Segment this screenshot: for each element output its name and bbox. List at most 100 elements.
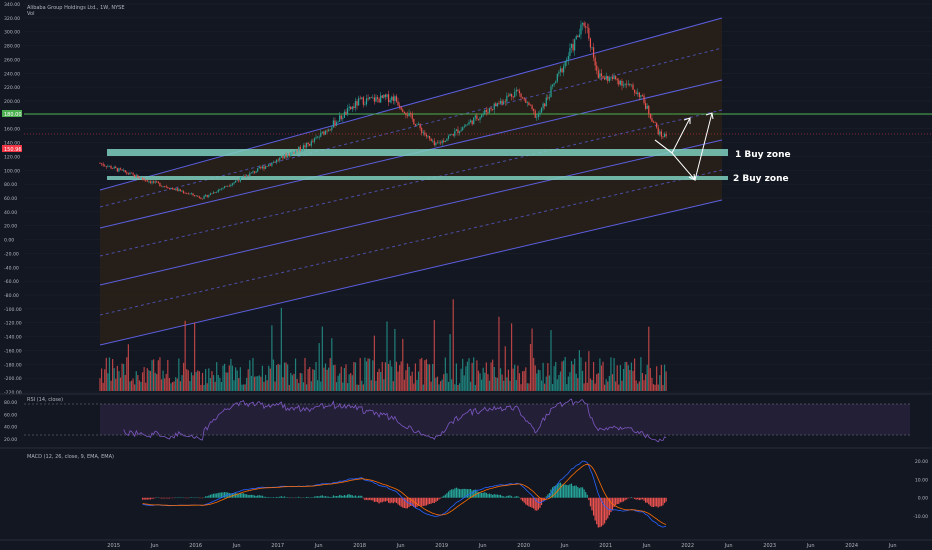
volume-bar [359, 358, 361, 391]
volume-bar [301, 373, 303, 391]
candle-body [356, 101, 358, 106]
macd-hist-bar [441, 496, 443, 498]
candle-body [610, 77, 612, 78]
macd-hist-bar [504, 496, 506, 498]
buy-zone-2[interactable] [107, 176, 728, 180]
volume-bar [531, 328, 533, 391]
macd-hist-bar [151, 497, 153, 499]
candle-body [503, 101, 505, 104]
candle-body [399, 105, 401, 108]
macd-hist-bar [339, 494, 341, 498]
macd-hist-bar [542, 497, 544, 502]
candle-body [496, 103, 498, 106]
volume-bar [305, 384, 308, 391]
candle-body [509, 93, 511, 97]
macd-hist-bar [580, 487, 582, 498]
candle-body [435, 142, 437, 146]
buy-zone-1[interactable] [107, 149, 728, 156]
candle-body [209, 193, 211, 196]
candle-body [305, 142, 308, 148]
time-tick: Jun [314, 543, 323, 549]
volume-bar [370, 380, 372, 391]
candle-body [201, 198, 204, 200]
macd-hist-bar [446, 493, 448, 498]
candle-body [246, 175, 248, 178]
volume-bar [148, 370, 150, 391]
macd-hist-bar [381, 497, 383, 503]
candle-body [588, 27, 590, 39]
macd-hist-bar [648, 497, 650, 505]
macd-hist-bar [425, 497, 428, 506]
candle-body [487, 111, 489, 113]
volume-bar [173, 381, 175, 391]
macd-hist-bar [589, 497, 592, 507]
volume-bar [212, 375, 215, 391]
candle-body [414, 124, 416, 126]
candle-body [186, 193, 188, 194]
macd-hist-bar [223, 492, 226, 498]
volume-bar [362, 384, 364, 391]
candle-body [153, 181, 155, 183]
macd-hist-bar [506, 495, 508, 498]
macd-hist-bar [490, 494, 492, 498]
macd-hist-bar [525, 497, 527, 505]
macd-hist-bar [447, 491, 450, 498]
volume-bar [261, 365, 264, 391]
macd-hist-bar [395, 497, 398, 504]
macd-hist-bar [405, 497, 407, 509]
candle-body [141, 177, 144, 180]
candle-body [665, 133, 667, 137]
macd-hist-bar [343, 495, 346, 498]
macd-hist-bar [622, 497, 625, 502]
macd-hist-bar [615, 497, 617, 506]
candle-body [458, 131, 461, 133]
volume-bar [337, 375, 339, 391]
candle-body [646, 105, 648, 109]
macd-hist-bar [578, 488, 580, 498]
volume-bar [416, 379, 418, 391]
volume-bar [482, 367, 484, 391]
macd-hist-bar [435, 497, 437, 502]
macd-hist-bar [403, 497, 405, 509]
macd-hist-bar [449, 490, 451, 498]
candle-body [600, 73, 603, 77]
volume-bar [400, 361, 402, 391]
price-tick: 60.00 [4, 196, 17, 202]
candle-body [465, 125, 467, 127]
candle-body [127, 173, 129, 175]
candle-body [365, 98, 368, 105]
macd-hist-bar [247, 495, 249, 498]
macd-hist-bar [533, 497, 535, 509]
price-tick: 160.00 [4, 127, 20, 133]
channel-upper-line[interactable] [99, 17, 723, 191]
volume-bar [463, 375, 465, 391]
volume-bar [605, 379, 607, 391]
rsi-line [123, 398, 667, 443]
candle-body [629, 83, 631, 85]
volume-bars [99, 299, 667, 391]
volume-bar [353, 362, 355, 391]
volume-bar [168, 377, 170, 391]
candle-body [455, 129, 457, 131]
volume-bar [403, 379, 405, 391]
channel-mid-line[interactable] [99, 139, 723, 286]
volume-bar [365, 361, 368, 391]
volume-bar [186, 369, 188, 391]
macd-hist-bar [602, 497, 604, 526]
candle-body [132, 173, 134, 175]
candle-body [656, 122, 658, 128]
volume-bar [219, 377, 221, 391]
channel-lower-line[interactable] [99, 199, 723, 346]
volume-bar [627, 365, 629, 391]
volume-bar [108, 357, 111, 391]
volume-bar [179, 381, 182, 391]
candle-body [660, 131, 662, 137]
candle-body [334, 120, 336, 126]
candle-body [321, 131, 323, 133]
candle-body [348, 106, 350, 109]
volume-bar [624, 362, 626, 391]
volume-bar [451, 379, 453, 391]
volume-bar [520, 384, 522, 391]
macd-hist-bar [515, 496, 517, 498]
price-tick: 340.00 [4, 2, 20, 8]
